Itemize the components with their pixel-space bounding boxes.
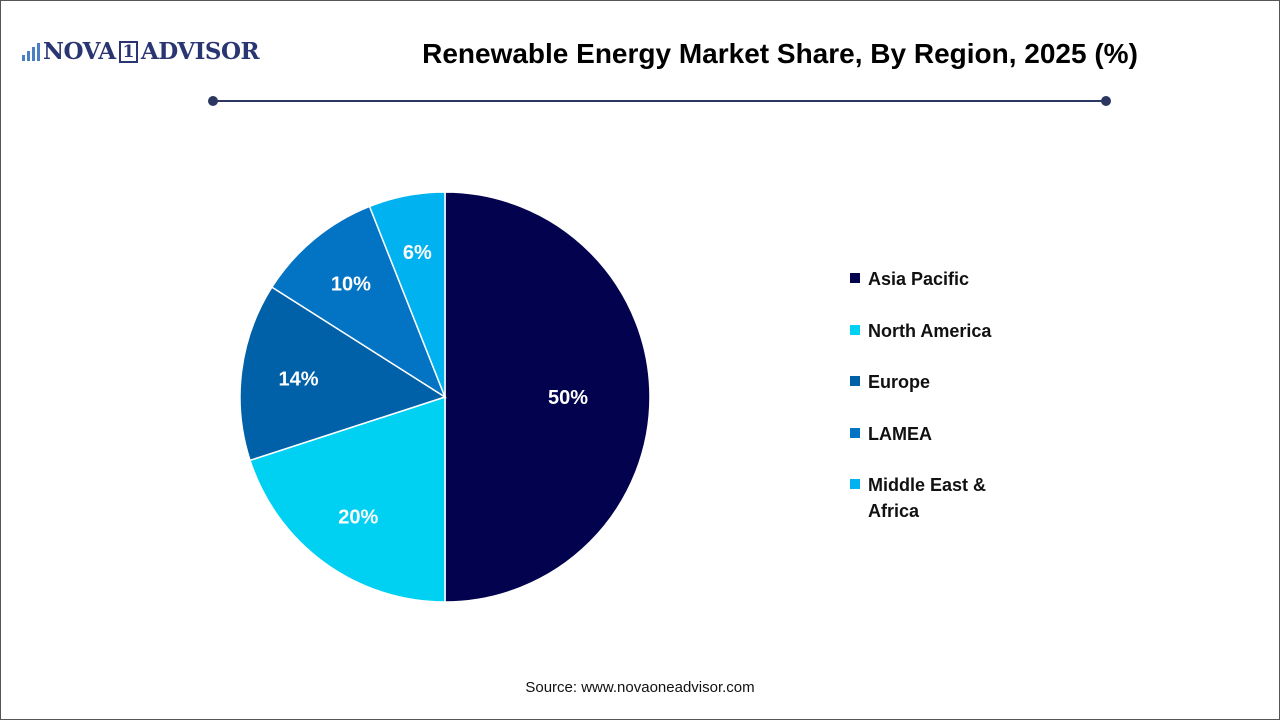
legend-item: LAMEA [850, 421, 1018, 473]
legend-item: Asia Pacific [850, 266, 1018, 318]
data-label: 50% [548, 387, 588, 409]
logo: NOVA 1 ADVISOR [22, 38, 260, 65]
divider-dot [208, 96, 218, 106]
pie-slice-lamea [270, 205, 447, 399]
source-note: Source: www.novaoneadvisor.com [525, 679, 755, 696]
data-label: 10% [331, 273, 371, 295]
legend: Asia Pacific North America Europe LAMEA Midd… [850, 266, 1018, 524]
legend-swatch [850, 479, 860, 489]
pie-slice-asia-pacific [444, 191, 651, 603]
data-label: 14% [279, 369, 319, 391]
legend-label: LAMEA [868, 423, 932, 444]
legend-label: North America [868, 320, 992, 341]
logo-one: 1 [118, 40, 138, 63]
divider-dot [1101, 96, 1111, 106]
legend-item: North America [850, 318, 1018, 370]
pie-slice-europe [239, 286, 447, 462]
pie-slice-north-america [249, 395, 446, 603]
legend-label: Middle East & Africa [868, 475, 987, 521]
legend-label: Europe [868, 372, 931, 392]
legend-swatch [850, 273, 860, 283]
data-label: 6% [403, 242, 432, 264]
data-label: 20% [338, 506, 378, 528]
legend-item: Middle East & Africa [850, 472, 1018, 524]
legend-swatch [850, 376, 860, 386]
chart-title: Renewable Energy Market Share, By Region… [422, 38, 1138, 69]
logo-text: ADVISOR [140, 38, 260, 65]
logo-text: NOVA [43, 38, 116, 65]
legend-swatch [850, 427, 860, 438]
legend-label: Asia Pacific [868, 269, 970, 289]
title-divider [213, 100, 1106, 102]
legend-item: Europe [850, 369, 1018, 421]
logo-bars-icon [22, 42, 40, 61]
legend-swatch [850, 324, 860, 335]
pie-slice-middle-east-africa [368, 191, 446, 398]
